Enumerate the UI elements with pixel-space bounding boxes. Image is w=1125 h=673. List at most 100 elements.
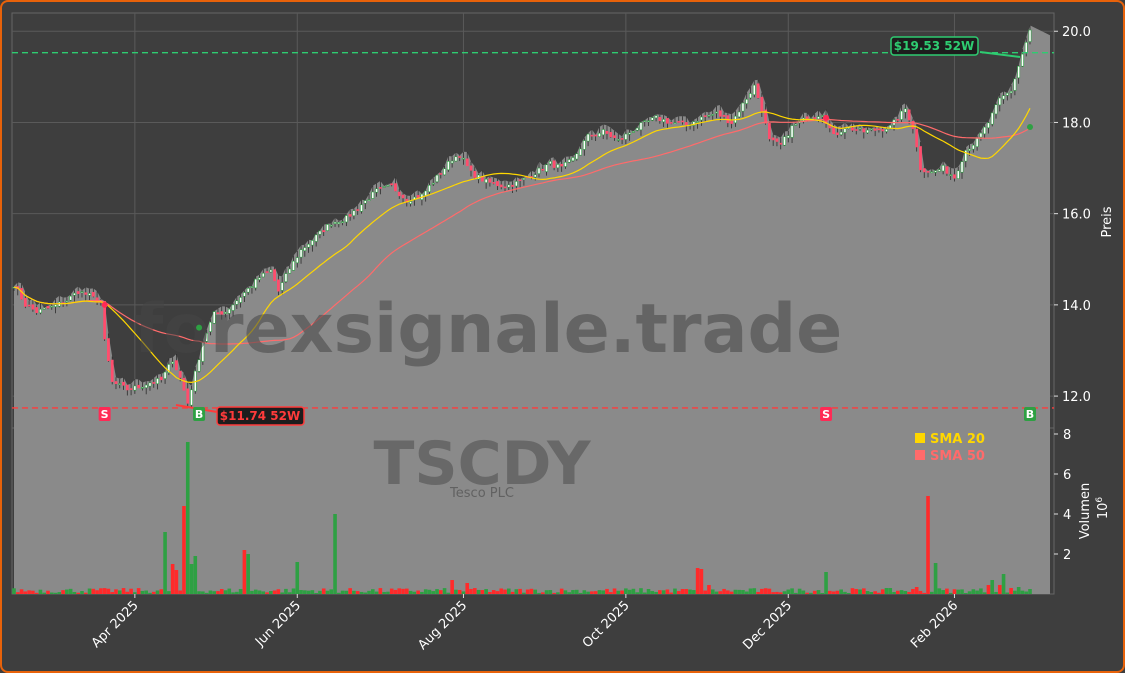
volume-bar [1013, 590, 1017, 594]
volume-bar [707, 585, 711, 594]
volume-bar [340, 590, 345, 594]
candle-body [968, 148, 971, 151]
volume-axis-label: Volumen [1078, 483, 1093, 540]
candle-body [949, 174, 953, 176]
volume-bar [518, 588, 522, 594]
candle-body [835, 132, 839, 136]
volume-bar [680, 589, 685, 594]
candle-body [885, 128, 888, 132]
volume-bar [1001, 574, 1006, 594]
candle-body [446, 161, 450, 171]
candle-body [73, 292, 76, 296]
candle-body [881, 129, 885, 132]
signal-label: B [1026, 408, 1034, 421]
price-tick-label: 12.0 [1062, 390, 1091, 405]
candle-body [579, 148, 582, 156]
volume-bar [778, 592, 783, 594]
volume-bar [676, 591, 681, 594]
volume-bar [27, 590, 31, 594]
candle-body [586, 133, 590, 142]
candle-body [639, 122, 643, 131]
volume-bar [38, 589, 43, 594]
candle-body [31, 304, 35, 310]
candle-body [91, 292, 95, 297]
volume-bar [824, 572, 828, 594]
candle-body [186, 388, 190, 404]
volume-bar [601, 590, 606, 594]
candle-body [900, 110, 903, 120]
candle-body [122, 381, 125, 386]
volume-bar [654, 591, 658, 594]
volume-bar [941, 590, 945, 594]
candle-body [69, 295, 73, 301]
volume-bar [121, 588, 126, 594]
volume-bar [880, 589, 885, 594]
volume-bar [325, 590, 330, 594]
candle-body [310, 240, 314, 246]
candle-body [983, 126, 987, 135]
volume-bar [42, 592, 47, 594]
candle-body [628, 132, 632, 135]
candle-body [839, 131, 843, 136]
volume-bar [597, 590, 602, 594]
volume-bar [185, 442, 190, 594]
volume-bar [605, 588, 609, 594]
volume-bar [416, 590, 420, 594]
volume-bar [914, 587, 919, 594]
candle-body [175, 360, 178, 371]
volume-bar [182, 506, 186, 594]
candle-body [318, 230, 322, 235]
candle-body [148, 382, 152, 387]
volume-bar [548, 590, 553, 594]
volume-bar [559, 588, 564, 594]
volume-bar [812, 590, 817, 594]
price-tick-label: 18.0 [1062, 116, 1091, 131]
candle-body [1013, 78, 1017, 91]
volume-bar [72, 591, 77, 594]
volume-bar [990, 580, 995, 594]
candle-body [915, 128, 919, 148]
volume-bar [265, 592, 269, 594]
candle-body [749, 93, 752, 99]
candle-body [484, 178, 488, 183]
volume-tick-label: 6 [1063, 468, 1071, 483]
volume-bar [363, 592, 368, 594]
candle-body [605, 130, 609, 134]
candle-body [832, 127, 835, 134]
candle-body [771, 137, 775, 141]
volume-bar [858, 589, 862, 594]
volume-bar [46, 590, 50, 594]
volume-bar [835, 590, 840, 594]
high-52w-box [890, 36, 979, 56]
candle-body [397, 191, 401, 197]
candle-body [118, 383, 122, 385]
volume-bar [578, 592, 583, 594]
volume-bar [540, 592, 545, 594]
candle-body [590, 134, 594, 137]
candle-body [696, 121, 700, 123]
candle-body [190, 389, 193, 406]
volume-bar [34, 592, 39, 594]
signal-label: S [101, 408, 109, 421]
volume-bar [627, 589, 632, 594]
candle-body [582, 140, 586, 150]
candle-body [511, 184, 514, 187]
candle-body [869, 128, 873, 131]
volume-bar [590, 591, 594, 594]
company-watermark: Tesco PLC [449, 486, 514, 501]
signal-dot [823, 114, 830, 121]
sma-20-line [13, 108, 1031, 384]
candle-body [650, 117, 654, 121]
candle-body [163, 371, 167, 379]
volume-bar [722, 588, 726, 594]
volume-bar [850, 588, 855, 594]
volume-bar [918, 590, 923, 594]
volume-bar [933, 563, 938, 594]
candle-body [496, 181, 499, 187]
candle-body [896, 119, 900, 121]
candle-body [458, 156, 462, 158]
volume-bar [193, 556, 198, 594]
volume-bar [238, 588, 243, 594]
candle-body [341, 221, 344, 223]
candle-body [344, 215, 348, 223]
